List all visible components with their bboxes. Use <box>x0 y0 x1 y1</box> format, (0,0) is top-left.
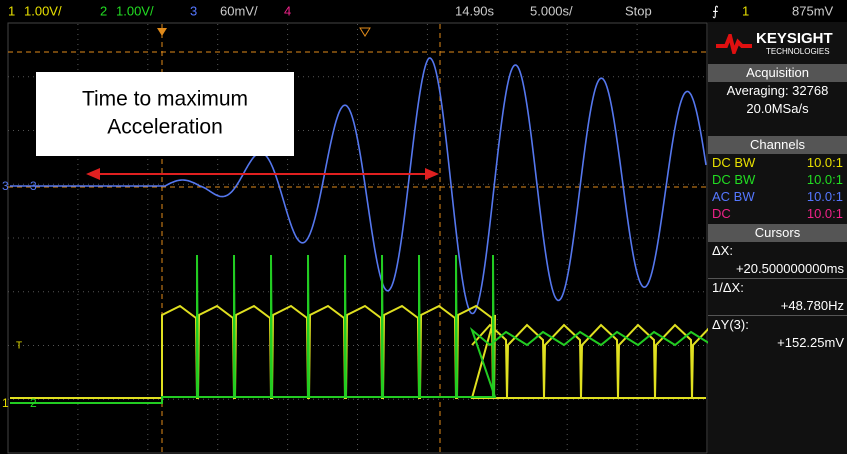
channel-probe: 10.0:1 <box>807 188 843 205</box>
scope-screen: 1 1.00V/ 2 1.00V/ 3 60mV/ 4 14.90s 5.000… <box>0 0 847 454</box>
brand-sub: TECHNOLOGIES <box>766 47 830 56</box>
ch1-scale: 1.00V/ <box>24 3 62 18</box>
channel-coupling: AC BW <box>712 188 755 205</box>
trigger-source: 1 <box>742 3 749 18</box>
cursor-value: +152.25mV <box>708 334 847 352</box>
trigger-icon: ⨍ <box>712 3 719 18</box>
channel-coupling: DC BW <box>712 171 755 188</box>
logo-mark <box>716 34 752 54</box>
ch2-label: 2 <box>100 3 107 18</box>
channel-row: DC BW 10.0:1 <box>708 154 847 171</box>
time-delay: 14.90s <box>455 3 495 18</box>
brand: KEYSIGHT <box>756 30 833 47</box>
channel-coupling: DC <box>712 205 731 222</box>
ch3-marker: 3 <box>2 179 9 193</box>
channel-row: DC BW 10.0:1 <box>708 171 847 188</box>
ch1-marker: 1 <box>2 396 9 410</box>
channel-probe: 10.0:1 <box>807 171 843 188</box>
ch3-label: 3 <box>190 3 197 18</box>
channel-row: AC BW 10.0:1 <box>708 188 847 205</box>
annotation-box <box>36 72 294 156</box>
side-panel: KEYSIGHT TECHNOLOGIES Acquisition Averag… <box>708 22 847 454</box>
channel-coupling: DC BW <box>712 154 755 171</box>
cursor-value: +48.780Hz <box>708 297 847 315</box>
section-header: Channels <box>708 136 847 154</box>
ch4-label: 4 <box>284 3 291 18</box>
cursor-label: ΔY(3): <box>708 315 847 334</box>
ch2-scale: 1.00V/ <box>116 3 154 18</box>
cursor-value: +20.500000000ms <box>708 260 847 278</box>
channel-list: DC BW 10.0:1 DC BW 10.0:1 AC BW 10.0:1 DC 10.0:… <box>708 154 847 222</box>
acq-mode: Averaging: 32768 <box>708 82 847 100</box>
time-scale: 5.000s/ <box>530 3 573 18</box>
channel-probe: 10.0:1 <box>807 154 843 171</box>
trigger-level: 875mV <box>792 3 834 18</box>
ch3-scale: 60mV/ <box>220 3 258 18</box>
run-state: Stop <box>625 3 652 18</box>
logo: KEYSIGHT TECHNOLOGIES <box>708 22 847 62</box>
section-header: Acquisition <box>708 64 847 82</box>
ch2-marker: 2 <box>30 396 37 410</box>
trigger-marker-label: T <box>16 341 22 352</box>
annotation-line: Time to maximum <box>82 88 248 111</box>
annotation-line: Acceleration <box>107 116 223 139</box>
cursor-label: ΔX: <box>708 242 847 260</box>
section-header: Cursors <box>708 224 847 242</box>
acq-rate: 20.0MSa/s <box>708 100 847 118</box>
channel-row: DC 10.0:1 <box>708 205 847 222</box>
ch1-label: 1 <box>8 3 15 18</box>
cursor-label: 1/ΔX: <box>708 278 847 297</box>
ch3-marker: 3 <box>30 179 37 193</box>
channel-probe: 10.0:1 <box>807 205 843 222</box>
